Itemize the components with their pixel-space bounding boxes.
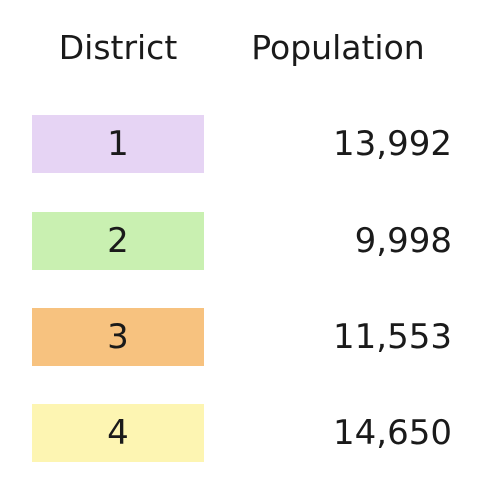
district-cell: 3 bbox=[32, 308, 204, 366]
population-cell: 11,553 bbox=[333, 317, 452, 357]
district-cell: 4 bbox=[32, 404, 204, 462]
district-cell: 1 bbox=[32, 115, 204, 173]
column-header: District bbox=[58, 28, 178, 67]
column-header: Population bbox=[251, 28, 425, 67]
population-cell: 9,998 bbox=[354, 221, 452, 261]
population-cell: 13,992 bbox=[333, 124, 452, 164]
population-cell: 14,650 bbox=[333, 413, 452, 453]
district-cell: 2 bbox=[32, 212, 204, 270]
